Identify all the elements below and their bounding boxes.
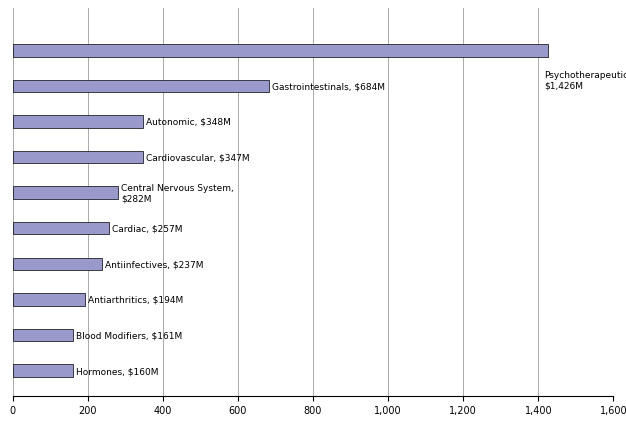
Text: Antiarthritics, $194M: Antiarthritics, $194M — [88, 295, 183, 304]
Bar — [13, 258, 101, 270]
Text: Cardiac, $257M: Cardiac, $257M — [112, 224, 183, 233]
Bar — [13, 116, 143, 129]
Bar — [13, 329, 73, 341]
Text: Psychotherapeutics,
$1,426M: Psychotherapeutics, $1,426M — [544, 71, 626, 90]
Bar — [13, 365, 73, 377]
Bar — [13, 187, 118, 200]
Text: Cardiovascular, $347M: Cardiovascular, $347M — [146, 153, 250, 162]
Text: Blood Modifiers, $161M: Blood Modifiers, $161M — [76, 331, 182, 340]
Text: Central Nervous System,
$282M: Central Nervous System, $282M — [121, 184, 234, 203]
Text: Hormones, $160M: Hormones, $160M — [76, 366, 158, 375]
Text: Antiinfectives, $237M: Antiinfectives, $237M — [105, 260, 203, 269]
Bar — [13, 151, 143, 164]
Bar — [13, 294, 85, 306]
Bar — [13, 222, 109, 235]
Bar — [13, 80, 269, 93]
Bar — [13, 45, 548, 58]
Text: Gastrointestinals, $684M: Gastrointestinals, $684M — [272, 82, 386, 91]
Text: Autonomic, $348M: Autonomic, $348M — [146, 118, 231, 127]
